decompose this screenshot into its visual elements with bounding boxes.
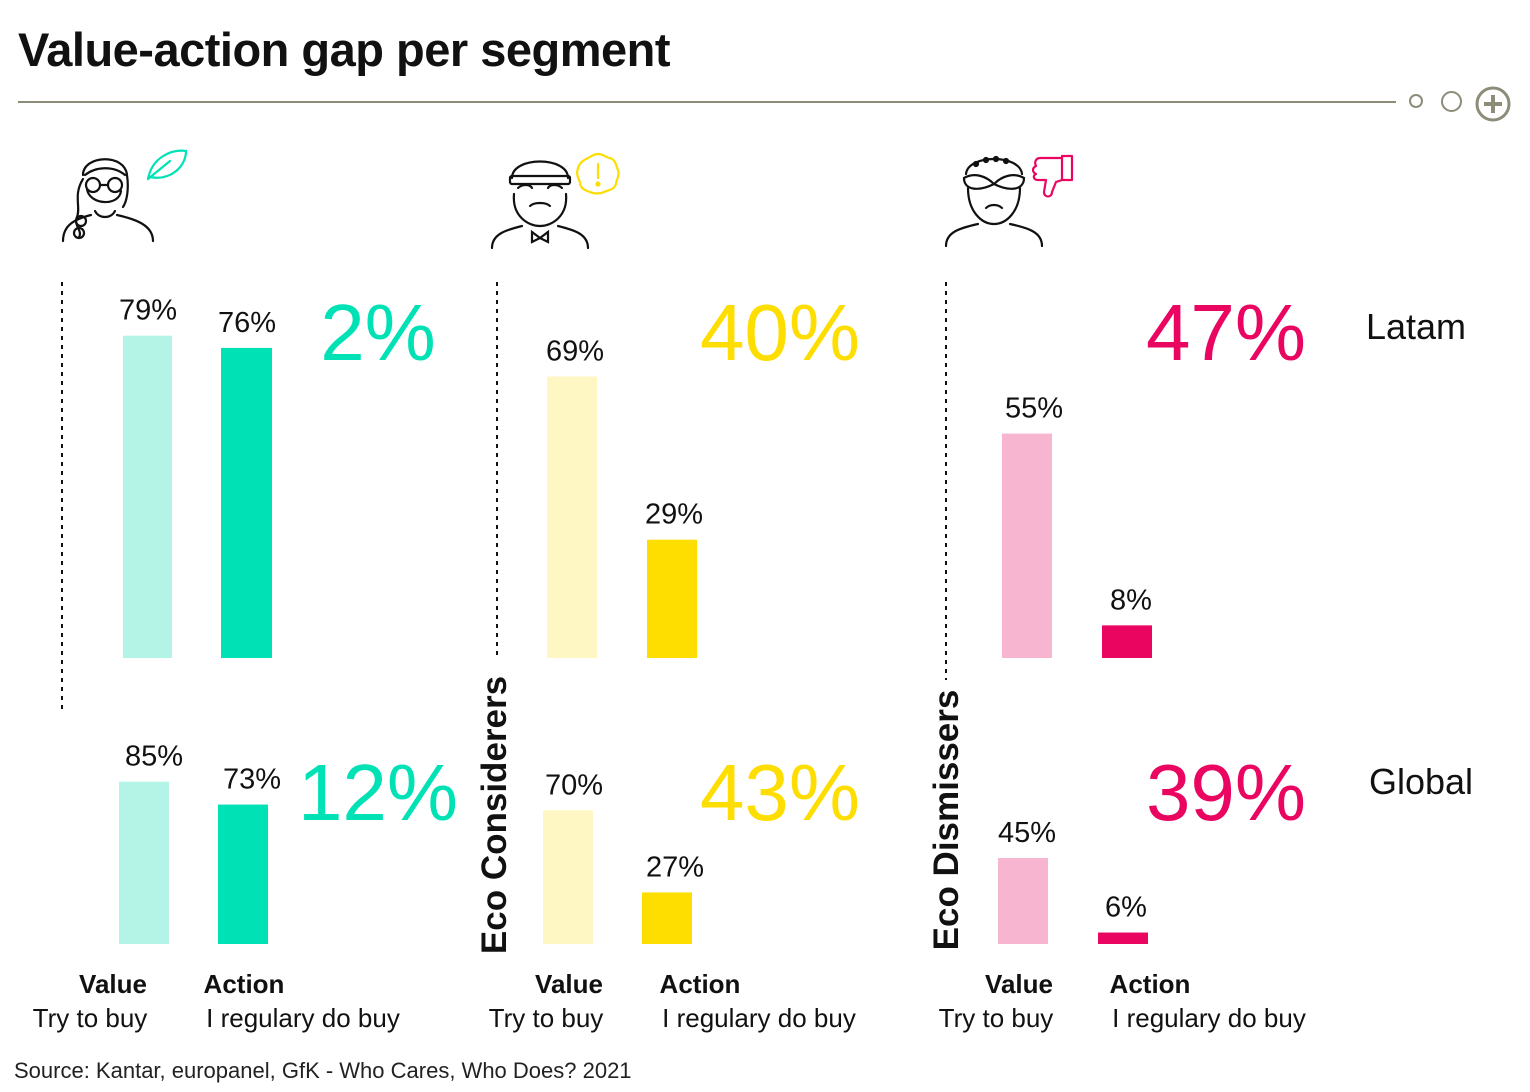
bar-category-label: Action [1110, 969, 1191, 999]
bar-category-sublabel: I regulary do buy [662, 1003, 856, 1033]
bar-value-label: 55% [1005, 393, 1063, 425]
segment-name: Eco Dismissers [927, 690, 966, 951]
bar-value-label: 6% [1105, 892, 1147, 924]
pagination-dot[interactable] [1441, 91, 1462, 112]
bar-latam-action [1102, 625, 1152, 658]
bar-category-label: Value [985, 969, 1053, 999]
bar-category-label: Value [535, 969, 603, 999]
bar-global-action [1098, 932, 1148, 944]
row-label-latam: Latam [1366, 306, 1466, 347]
gap-value: 47% [1146, 288, 1306, 377]
bar-category-sublabel: Try to buy [939, 1003, 1054, 1033]
bar-global-value [543, 810, 593, 944]
bar-latam-action [647, 539, 697, 658]
expand-plus-icon[interactable] [1474, 85, 1512, 123]
bar-category-sublabel: Try to buy [489, 1003, 604, 1033]
bar-global-value [119, 781, 169, 944]
header-divider [18, 101, 1396, 103]
bar-value-label: 85% [125, 741, 183, 773]
page-title: Value-action gap per segment [18, 23, 671, 76]
bar-global-action [218, 804, 268, 944]
bar-category-label: Value [79, 969, 147, 999]
bar-category-label: Action [204, 969, 285, 999]
gap-value: 12% [298, 748, 458, 837]
gap-value: 2% [320, 288, 436, 377]
bar-category-sublabel: Try to buy [33, 1003, 148, 1033]
pagination-dot[interactable] [1409, 94, 1423, 108]
source-note: Source: Kantar, europanel, GfK - Who Car… [14, 1058, 632, 1083]
bar-latam-value [123, 335, 172, 658]
bar-value-label: 45% [998, 817, 1056, 849]
bar-value-label: 70% [545, 769, 603, 801]
eco-considerer-person-icon [490, 160, 590, 250]
gap-value: 40% [700, 288, 860, 377]
gap-value: 43% [700, 748, 860, 837]
bar-value-label: 76% [218, 307, 276, 339]
bar-latam-value [1002, 433, 1052, 658]
bar-category-label: Action [660, 969, 741, 999]
eco-active-person-icon [61, 158, 155, 243]
gap-value: 39% [1146, 748, 1306, 837]
bar-value-label: 29% [645, 499, 703, 531]
bar-global-value [998, 858, 1048, 944]
bar-value-label: 73% [223, 764, 281, 796]
row-label-global: Global [1369, 761, 1473, 802]
bar-global-action [642, 892, 692, 944]
bar-value-label: 79% [119, 295, 177, 327]
bar-category-sublabel: I regulary do buy [1112, 1003, 1306, 1033]
thumbs-down-icon [1031, 154, 1074, 198]
eco-dismisser-person-icon [944, 155, 1044, 248]
bar-category-sublabel: I regulary do buy [206, 1003, 400, 1033]
bar-latam-value [547, 376, 597, 658]
segment-name: Eco Considerers [475, 676, 514, 954]
bar-value-label: 27% [646, 851, 704, 883]
bar-value-label: 69% [546, 335, 604, 367]
alert-icon [576, 152, 620, 195]
bar-value-label: 8% [1110, 584, 1152, 616]
leaf-icon [146, 149, 188, 181]
bar-latam-action [221, 347, 272, 658]
